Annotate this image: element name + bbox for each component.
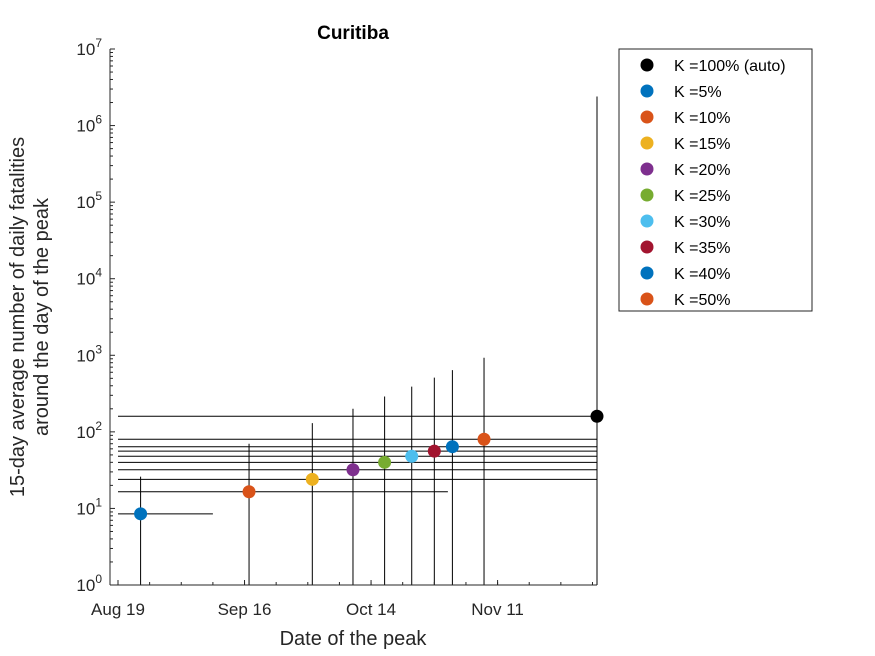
legend-marker [640, 214, 654, 228]
data-point-marker [305, 472, 319, 486]
legend: K =100% (auto) K =5% K =10% K =15% K =20% K =… [618, 48, 813, 312]
markers-layer [134, 409, 604, 521]
data-point-marker [378, 455, 392, 469]
y-tick-exponent: 7 [95, 36, 102, 50]
data-point-marker [134, 507, 148, 521]
y-tick-base: 10 [76, 117, 95, 136]
y-tick-label: 106 [76, 113, 102, 136]
y-tick-base: 10 [76, 346, 95, 365]
legend-label: K =10% [674, 110, 730, 127]
y-tick-base: 10 [76, 270, 95, 289]
legend-label: K =100% (auto) [674, 58, 786, 75]
legend-label: K =15% [674, 136, 730, 153]
y-tick-label: 101 [76, 495, 102, 518]
legend-marker [640, 162, 654, 176]
legend-label: K =35% [674, 240, 730, 257]
x-tick-label: Nov 11 [471, 600, 524, 619]
legend-marker [640, 136, 654, 150]
data-point-marker [427, 444, 441, 458]
y-axis-label: 15-day average number of daily fatalitie… [7, 137, 53, 497]
axes-layer [109, 49, 597, 586]
y-tick-exponent: 1 [95, 495, 102, 509]
y-tick-base: 10 [76, 576, 95, 595]
legend-label: K =25% [674, 188, 730, 205]
x-tick-label: Sep 16 [218, 600, 272, 619]
y-tick-exponent: 4 [95, 266, 102, 280]
y-tick-exponent: 6 [95, 113, 102, 127]
y-tick-exponent: 0 [95, 572, 102, 586]
y-tick-label: 105 [76, 189, 102, 212]
legend-label: K =5% [674, 84, 722, 101]
y-tick-label: 103 [76, 342, 102, 365]
y-tick-base: 10 [76, 423, 95, 442]
data-point-marker [405, 449, 419, 463]
y-tick-exponent: 2 [95, 419, 102, 433]
legend-marker [640, 266, 654, 280]
legend-label: K =20% [674, 162, 730, 179]
data-point-marker [590, 409, 604, 423]
legend-marker [640, 188, 654, 202]
x-tick-label: Aug 19 [91, 600, 145, 619]
y-tick-label: 104 [76, 266, 102, 289]
legend-marker [640, 58, 654, 72]
legend-marker [640, 84, 654, 98]
y-tick-exponent: 5 [95, 189, 102, 203]
y-tick-exponent: 3 [95, 342, 102, 356]
y-tick-base: 10 [76, 193, 95, 212]
y-tick-label: 100 [76, 572, 102, 595]
y-tick-base: 10 [76, 499, 95, 518]
x-axis-label: Date of the peak [280, 628, 428, 650]
y-tick-label: 107 [76, 36, 102, 59]
legend-label: K =50% [674, 292, 730, 309]
errorbars-layer [118, 96, 598, 585]
data-point-marker [242, 485, 256, 499]
chart-title: Curitiba [317, 23, 389, 44]
x-tick-label: Oct 14 [346, 600, 396, 619]
legend-label: K =30% [674, 214, 730, 231]
x-ticks-layer: Aug 19 Sep 16 Oct 14 Nov 11 [91, 580, 593, 619]
y-tick-base: 10 [76, 40, 95, 59]
data-point-marker [445, 440, 459, 454]
y-axis-label-line-2: around the day of the peak [31, 197, 53, 436]
y-tick-label: 102 [76, 419, 102, 442]
legend-label: K =40% [674, 266, 730, 283]
data-point-marker [346, 463, 360, 477]
y-axis-label-line-1: 15-day average number of daily fatalitie… [7, 137, 29, 497]
data-point-marker [477, 432, 491, 446]
legend-marker [640, 292, 654, 306]
legend-marker [640, 240, 654, 254]
legend-marker [640, 110, 654, 124]
